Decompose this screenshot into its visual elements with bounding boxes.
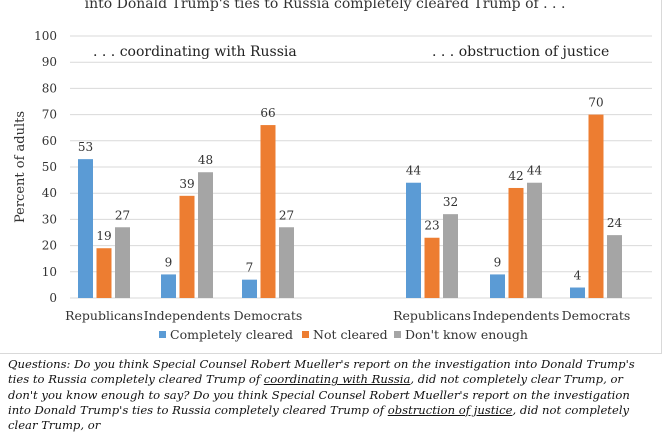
y-axis-title: Percent of adults [13, 111, 28, 223]
data-label: 19 [96, 229, 111, 243]
legend-swatch [159, 331, 166, 338]
data-label: 27 [115, 208, 130, 222]
data-label: 39 [179, 177, 194, 191]
bar [115, 227, 130, 298]
chart-frame [0, 0, 662, 354]
y-tick-label: 100 [34, 29, 57, 43]
y-tick-label: 0 [49, 291, 57, 305]
data-label: 9 [494, 255, 502, 269]
bar [527, 182, 542, 298]
bar [161, 274, 176, 298]
data-label: 53 [78, 140, 93, 154]
data-label: 48 [198, 153, 213, 167]
x-tick-label: Democrats [234, 308, 303, 323]
bar [570, 287, 585, 298]
bar [78, 159, 93, 298]
data-label: 23 [424, 219, 439, 233]
panel-label-coordinating: . . . coordinating with Russia [93, 44, 297, 60]
bar [179, 195, 195, 298]
bar [198, 172, 213, 298]
y-tick-label: 90 [42, 55, 57, 69]
data-label: 27 [279, 208, 294, 222]
legend-swatch [302, 331, 309, 338]
panel-label-obstruction: . . . obstruction of justice [432, 44, 610, 60]
x-tick-label: Independents [144, 308, 231, 323]
bar [279, 227, 294, 298]
y-tick-label: 80 [42, 81, 57, 95]
data-label: 42 [508, 169, 523, 183]
bar [96, 248, 112, 298]
questions-note: Questions: Do you think Special Counsel … [8, 357, 648, 433]
data-label: 32 [443, 195, 458, 209]
y-tick-label: 20 [42, 239, 57, 253]
y-tick-label: 50 [42, 160, 57, 174]
x-tick-label: Democrats [562, 308, 631, 323]
questions-underline-2: obstruction of justice [387, 402, 513, 417]
bar [508, 187, 524, 298]
data-label: 24 [607, 216, 623, 230]
bar [607, 235, 622, 298]
data-label: 44 [406, 164, 422, 178]
x-tick-label: Republicans [65, 308, 143, 323]
chart-title: into Donald Trump's ties to Russia compl… [84, 0, 566, 12]
bar [260, 125, 276, 298]
data-label: 66 [260, 106, 275, 120]
data-label: 4 [574, 269, 582, 283]
y-tick-label: 70 [42, 108, 57, 122]
data-label: 70 [588, 96, 603, 110]
x-tick-label: Independents [473, 308, 560, 323]
x-tick-label: Republicans [393, 308, 471, 323]
bar [242, 279, 257, 298]
legend-label: Completely cleared [170, 327, 293, 342]
y-tick-label: 60 [42, 134, 57, 148]
questions-underline-1: coordinating with Russia [263, 372, 411, 387]
data-label: 44 [527, 164, 543, 178]
bar [424, 237, 440, 298]
bar [588, 114, 604, 298]
questions-text-1: Questions: Do you think Special Counsel … [8, 357, 635, 387]
legend-label: Not cleared [313, 327, 388, 342]
y-tick-label: 30 [42, 212, 57, 226]
y-tick-label: 10 [42, 265, 57, 279]
y-tick-label: 40 [42, 186, 57, 200]
bar [490, 274, 505, 298]
data-label: 7 [246, 261, 254, 275]
bar [406, 182, 421, 298]
legend-swatch [394, 331, 401, 338]
legend-label: Don't know enough [405, 327, 528, 342]
questions-text-2: , did not completely clear Trump, or don… [8, 372, 630, 417]
data-label: 9 [165, 255, 173, 269]
bar-chart: 0 10 20 30 40 50 60 70 80 90 100 Percent of adults 5… [13, 29, 652, 342]
bar [443, 214, 458, 298]
